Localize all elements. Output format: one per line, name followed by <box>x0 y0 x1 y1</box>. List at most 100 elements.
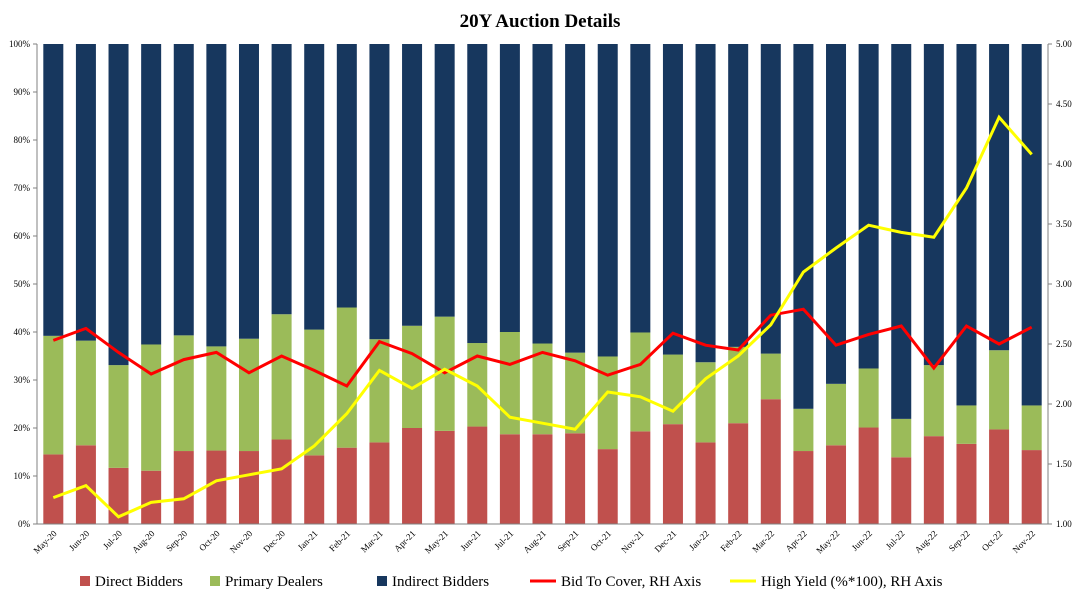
bar-direct-bidders-may-22 <box>826 445 847 524</box>
line-high-yield-100-rh-axis <box>52 114 1033 519</box>
bar-direct-bidders-aug-21 <box>532 434 553 524</box>
bar-indirect-bidders-oct-21 <box>597 44 618 357</box>
legend-swatch-primary-dealers <box>210 576 220 586</box>
bar-direct-bidders-may-20 <box>43 454 64 524</box>
bar-primary-dealers-nov-22 <box>1021 405 1042 451</box>
bar-primary-dealers-dec-20 <box>271 314 292 440</box>
right-tick-label: 1.50 <box>1056 459 1072 469</box>
bar-primary-dealers-aug-20 <box>141 344 162 471</box>
legend-swatch-indirect-bidders <box>377 576 387 586</box>
bar-indirect-bidders-mar-22 <box>760 44 781 354</box>
plot-area: 0% 10% 20% 30% 40% 50% 60% 70% 80% 90% 100% 1.00 1.5… <box>9 39 1072 556</box>
bar-indirect-bidders-oct-22 <box>989 44 1010 351</box>
bar-primary-dealers-nov-20 <box>238 338 259 452</box>
bar-direct-bidders-jul-21 <box>499 434 520 524</box>
bar-direct-bidders-oct-20 <box>206 450 227 524</box>
bar-direct-bidders-dec-21 <box>662 424 683 524</box>
bar-direct-bidders-apr-21 <box>402 428 423 524</box>
left-tick-label: 100% <box>9 39 31 49</box>
bar-primary-dealers-jul-21 <box>499 332 520 435</box>
bar-primary-dealers-feb-22 <box>728 346 749 424</box>
bar-direct-bidders-jan-21 <box>304 455 325 524</box>
bar-indirect-bidders-may-20 <box>43 44 64 336</box>
right-tick-label: 4.50 <box>1056 99 1072 109</box>
left-tick-label: 70% <box>14 183 31 193</box>
left-tick-label: 20% <box>14 423 31 433</box>
bar-indirect-bidders-jun-20 <box>75 44 96 341</box>
bar-primary-dealers-oct-20 <box>206 346 227 451</box>
right-tick-label: 4.00 <box>1056 159 1072 169</box>
left-tick-label: 0% <box>18 519 31 529</box>
bar-primary-dealers-jun-22 <box>858 368 879 428</box>
bar-direct-bidders-feb-22 <box>728 423 749 524</box>
bar-direct-bidders-feb-21 <box>336 447 357 524</box>
bar-indirect-bidders-aug-21 <box>532 44 553 344</box>
left-tick-label: 80% <box>14 135 31 145</box>
bar-indirect-bidders-oct-20 <box>206 44 227 347</box>
left-tick-label: 10% <box>14 471 31 481</box>
bar-direct-bidders-sep-21 <box>565 433 586 524</box>
left-tick-label: 90% <box>14 87 31 97</box>
bar-primary-dealers-aug-21 <box>532 343 553 435</box>
bar-indirect-bidders-dec-20 <box>271 44 292 315</box>
legend: Direct Bidders Primary Dealers Indirect Bi… <box>80 574 943 590</box>
bar-direct-bidders-jul-22 <box>891 457 912 524</box>
legend-label-indirect-bidders: Indirect Bidders <box>392 574 489 590</box>
bar-direct-bidders-sep-22 <box>956 443 977 524</box>
right-tick-label: 3.50 <box>1056 219 1072 229</box>
bar-primary-dealers-jul-22 <box>891 418 912 458</box>
bar-primary-dealers-apr-21 <box>402 325 423 428</box>
bar-indirect-bidders-sep-20 <box>173 44 194 336</box>
bar-indirect-bidders-nov-20 <box>238 44 259 339</box>
bar-direct-bidders-oct-22 <box>989 429 1010 524</box>
bar-indirect-bidders-mar-21 <box>369 44 390 340</box>
bar-direct-bidders-may-21 <box>434 430 455 524</box>
bar-primary-dealers-oct-22 <box>989 350 1010 430</box>
line-bid-to-cover-rh-axis <box>52 307 1033 388</box>
bar-indirect-bidders-jul-20 <box>108 44 129 366</box>
bar-direct-bidders-dec-20 <box>271 439 292 524</box>
bar-direct-bidders-nov-21 <box>630 431 651 524</box>
bar-primary-dealers-oct-21 <box>597 356 618 450</box>
bar-direct-bidders-jan-22 <box>695 442 716 524</box>
bar-direct-bidders-jun-21 <box>467 426 488 524</box>
bar-primary-dealers-jan-21 <box>304 329 325 456</box>
bar-indirect-bidders-jun-22 <box>858 44 879 369</box>
bar-primary-dealers-sep-20 <box>173 335 194 452</box>
right-tick-label: 3.00 <box>1056 279 1072 289</box>
bar-primary-dealers-aug-22 <box>923 365 944 437</box>
left-tick-label: 60% <box>14 231 31 241</box>
left-tick-label: 30% <box>14 375 31 385</box>
bar-direct-bidders-aug-22 <box>923 436 944 524</box>
bar-primary-dealers-feb-21 <box>336 307 357 448</box>
bar-indirect-bidders-apr-21 <box>402 44 423 326</box>
bar-primary-dealers-nov-21 <box>630 332 651 432</box>
legend-swatch-direct-bidders <box>80 576 90 586</box>
bar-direct-bidders-nov-22 <box>1021 450 1042 524</box>
left-tick-label: 50% <box>14 279 31 289</box>
bar-indirect-bidders-nov-21 <box>630 44 651 333</box>
bar-indirect-bidders-jul-21 <box>499 44 520 332</box>
bar-primary-dealers-may-20 <box>43 335 64 455</box>
bar-direct-bidders-nov-20 <box>238 451 259 524</box>
bar-direct-bidders-oct-21 <box>597 449 618 524</box>
bar-indirect-bidders-may-21 <box>434 44 455 317</box>
bar-direct-bidders-sep-20 <box>173 451 194 524</box>
bar-indirect-bidders-feb-22 <box>728 44 749 347</box>
bar-direct-bidders-apr-22 <box>793 451 814 524</box>
bar-indirect-bidders-aug-22 <box>923 44 944 366</box>
bar-indirect-bidders-dec-21 <box>662 44 683 355</box>
right-tick-label: 1.00 <box>1056 519 1072 529</box>
right-tick-label: 2.00 <box>1056 399 1072 409</box>
bar-primary-dealers-dec-21 <box>662 354 683 425</box>
bar-direct-bidders-mar-21 <box>369 442 390 524</box>
left-tick-label: 40% <box>14 327 31 337</box>
bar-direct-bidders-mar-22 <box>760 399 781 524</box>
bar-primary-dealers-apr-22 <box>793 408 814 452</box>
bar-indirect-bidders-may-22 <box>826 44 847 384</box>
legend-label-primary-dealers: Primary Dealers <box>225 574 323 590</box>
bar-primary-dealers-mar-22 <box>760 353 781 400</box>
legend-label-direct-bidders: Direct Bidders <box>95 574 183 590</box>
legend-label-high-yield-100-rh-axis: High Yield (%*100), RH Axis <box>761 574 943 590</box>
